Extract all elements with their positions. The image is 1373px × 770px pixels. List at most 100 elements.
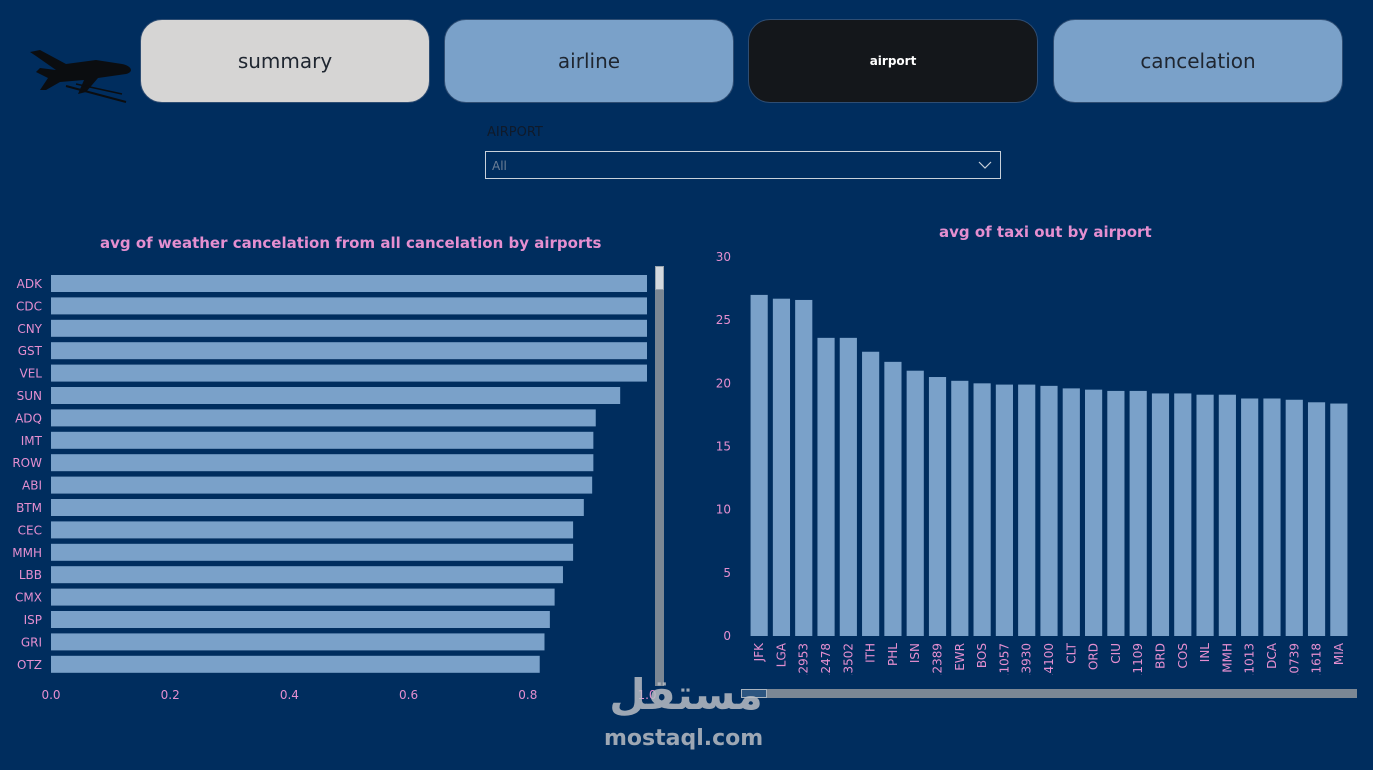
bar-11057[interactable]	[995, 384, 1013, 636]
x-tick-label: 0.4	[280, 688, 299, 702]
bar-10739[interactable]	[1285, 399, 1303, 636]
x-tick-label: 1.0	[637, 688, 656, 702]
y-tick-label: CMX	[15, 591, 42, 605]
bar-LGA[interactable]	[772, 298, 791, 636]
nav-airline-button[interactable]: airline	[444, 19, 734, 103]
x-tick-label: 11013	[1243, 643, 1257, 675]
left-chart-title: avg of weather cancelation from all canc…	[100, 234, 602, 252]
bar-SUN[interactable]	[51, 387, 621, 404]
bar-VEL[interactable]	[51, 364, 647, 382]
y-tick-label: GST	[18, 344, 43, 358]
x-tick-label: EWR	[953, 643, 967, 671]
x-tick-label: BOS	[975, 643, 989, 668]
bar-EWR[interactable]	[951, 380, 969, 636]
y-tick-label: CEC	[18, 523, 42, 537]
bar-DCA[interactable]	[1263, 398, 1281, 636]
y-tick-label: 5	[723, 566, 731, 580]
bar-ORD[interactable]	[1085, 389, 1103, 636]
bar-ITH[interactable]	[862, 351, 880, 636]
bar-GRI[interactable]	[51, 633, 545, 651]
bar-CDC[interactable]	[51, 297, 647, 315]
bar-14100[interactable]	[1040, 385, 1058, 636]
mostaql-watermark: مستقل mostaql.com	[596, 670, 776, 760]
left-chart-vertical-scrollbar[interactable]	[655, 266, 664, 686]
bar-BRD[interactable]	[1151, 393, 1170, 636]
bar-13502[interactable]	[839, 337, 857, 636]
bar-LBB[interactable]	[51, 566, 563, 584]
x-tick-label: DCA	[1265, 642, 1279, 669]
bar-GST[interactable]	[51, 342, 647, 360]
y-tick-label: BTM	[16, 501, 42, 515]
y-tick-label: IMT	[21, 434, 43, 448]
bar-ADK[interactable]	[51, 275, 647, 292]
bar-MMH[interactable]	[51, 543, 574, 561]
right-chart-horizontal-scrollbar[interactable]	[741, 689, 1357, 698]
bar-13930[interactable]	[1018, 384, 1036, 636]
y-tick-label: 30	[716, 250, 731, 264]
watermark-latin-text: mostaql.com	[604, 726, 764, 751]
bar-ISN[interactable]	[906, 370, 924, 636]
x-tick-label: ITH	[864, 643, 878, 663]
x-tick-label: MIA	[1332, 642, 1346, 665]
x-tick-label: COS	[1176, 643, 1190, 668]
y-tick-label: ABI	[22, 479, 42, 493]
nav-summary-button[interactable]: summary	[140, 19, 430, 103]
bar-CLT[interactable]	[1062, 388, 1080, 636]
bar-12953[interactable]	[795, 299, 813, 636]
bar-INL[interactable]	[1196, 394, 1214, 636]
bar-CEC[interactable]	[51, 521, 574, 539]
x-tick-label: 11057	[997, 643, 1011, 675]
y-tick-label: ADK	[17, 277, 43, 291]
bar-12389[interactable]	[928, 377, 947, 636]
nav-cancelation-button[interactable]: cancelation	[1053, 19, 1343, 103]
x-tick-label: ISN	[908, 643, 922, 663]
x-tick-label: JFK	[752, 642, 766, 662]
y-tick-label: ROW	[12, 456, 42, 470]
bar-BTM[interactable]	[51, 499, 584, 516]
bar-12478[interactable]	[817, 337, 835, 636]
bar-BOS[interactable]	[973, 383, 991, 636]
y-tick-label: ADQ	[15, 411, 42, 425]
bar-11109[interactable]	[1129, 390, 1147, 636]
bar-OTZ[interactable]	[51, 655, 540, 673]
nav-airline-label: airline	[557, 49, 621, 73]
left-chart-scroll-thumb[interactable]	[655, 266, 664, 290]
bar-CMX[interactable]	[51, 588, 555, 606]
bar-CIU[interactable]	[1107, 390, 1125, 636]
right-chart-scroll-thumb[interactable]	[741, 689, 767, 698]
x-tick-label: 10739	[1287, 643, 1301, 675]
x-tick-label: CLT	[1064, 642, 1078, 663]
y-tick-label: MMH	[12, 546, 42, 560]
x-tick-label: 12478	[819, 643, 833, 675]
bar-IMT[interactable]	[51, 431, 594, 449]
x-tick-label: 0.0	[41, 688, 60, 702]
bar-ISP[interactable]	[51, 611, 550, 628]
y-tick-label: SUN	[17, 389, 42, 403]
bar-MMH[interactable]	[1218, 394, 1236, 636]
y-tick-label: 0	[723, 629, 731, 643]
y-tick-label: ISP	[24, 613, 42, 627]
y-tick-label: VEL	[20, 367, 43, 381]
bar-ADQ[interactable]	[51, 409, 596, 427]
airport-slicer-label: AIRPORT	[487, 125, 543, 140]
x-tick-label: 0.2	[161, 688, 180, 702]
airport-slicer-dropdown[interactable]: All	[485, 151, 1001, 179]
y-tick-label: GRI	[21, 635, 42, 649]
nav-cancelation-label: cancelation	[1140, 49, 1256, 73]
bar-PHL[interactable]	[884, 361, 902, 636]
bar-11013[interactable]	[1241, 398, 1259, 636]
x-tick-label: INL	[1198, 643, 1212, 663]
bar-CNY[interactable]	[51, 319, 647, 337]
bar-ABI[interactable]	[51, 476, 593, 494]
taxi-out-bar-chart: 0 5 10 15 20 25 30 JFK LGA 12953 12478 13502 ITH PHL I…	[716, 250, 1348, 675]
x-tick-label: CIU	[1109, 643, 1123, 664]
bar-JFK[interactable]	[750, 294, 768, 636]
y-tick-label: 10	[716, 503, 731, 517]
bar-11618[interactable]	[1307, 402, 1326, 636]
y-tick-label: LBB	[19, 568, 42, 582]
nav-airport-button[interactable]: airport	[748, 19, 1038, 103]
bar-ROW[interactable]	[51, 454, 594, 472]
bar-COS[interactable]	[1174, 393, 1192, 636]
weather-cancelation-bar-chart: ADK CDC CNY GST VEL SUN ADQ IMT ROW ABI BTM CEC MMH L…	[12, 275, 657, 702]
bar-MIA[interactable]	[1330, 403, 1348, 636]
